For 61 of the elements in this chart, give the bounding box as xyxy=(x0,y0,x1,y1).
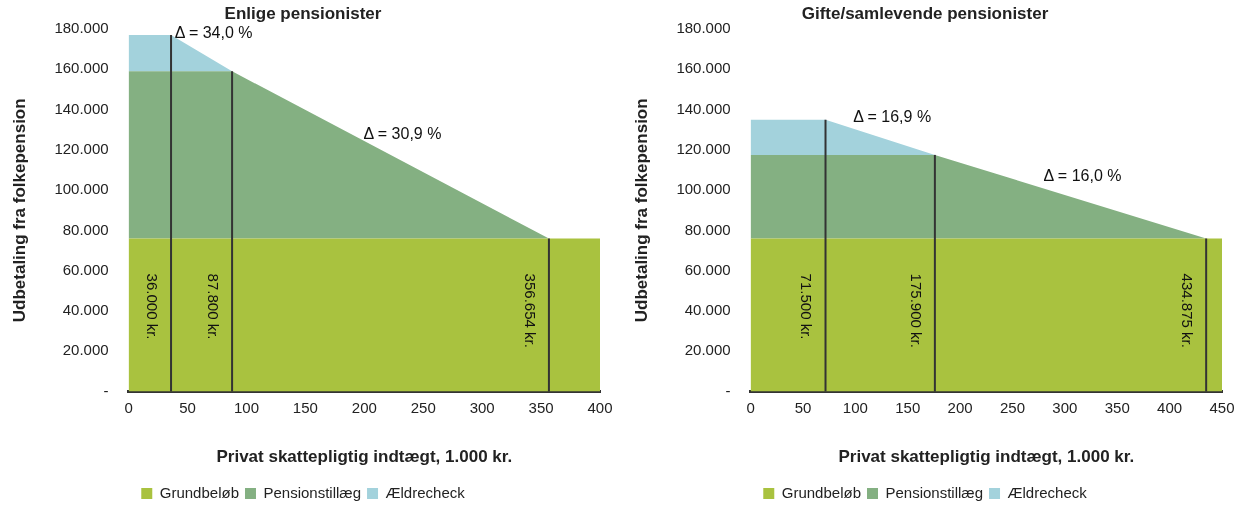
legend-label: Pensionstillæg xyxy=(263,483,362,501)
x-tick-label: 100 xyxy=(233,398,259,416)
x-tick-label: 0 xyxy=(746,398,755,416)
x-axis-title: Privat skattepligtig indtægt, 1.000 kr. xyxy=(838,447,1135,467)
ref-line-label: 434.875 kr. xyxy=(1179,273,1197,348)
x-tick-label: 400 xyxy=(587,398,613,416)
x-tick-label: 100 xyxy=(842,398,868,416)
y-tick-label: 80.000 xyxy=(62,220,109,238)
chart-title: Gifte/samlevende pensionister xyxy=(801,4,1049,24)
ref-line-label: 87.800 kr. xyxy=(204,273,222,340)
annotation: Δ = 34,0 % xyxy=(174,23,253,41)
legend-label: Pensionstillæg xyxy=(885,483,984,501)
y-tick-label: 140.000 xyxy=(676,99,731,117)
y-tick-label: 180.000 xyxy=(676,19,731,37)
ref-line-label: 175.900 kr. xyxy=(907,273,925,348)
x-tick-label: 350 xyxy=(528,398,554,416)
x-tick-label: 400 xyxy=(1157,398,1183,416)
x-tick-label: 0 xyxy=(124,398,133,416)
y-tick-label: 60.000 xyxy=(684,260,731,278)
x-tick-label: 300 xyxy=(469,398,495,416)
y-tick-label: 80.000 xyxy=(684,220,731,238)
y-axis-title: Udbetaling fra folkepension xyxy=(9,98,29,323)
x-tick-label: 200 xyxy=(351,398,377,416)
x-tick-label: 450 xyxy=(1209,398,1235,416)
x-tick-label: 50 xyxy=(179,398,196,416)
y-tick-label: 120.000 xyxy=(54,140,109,158)
legend-label: Ældrecheck xyxy=(1007,483,1088,501)
y-tick-label: - xyxy=(725,381,731,399)
x-tick-label: 50 xyxy=(794,398,812,416)
y-tick-label: 100.000 xyxy=(676,180,731,198)
ref-line-label: 356.654 kr. xyxy=(521,273,539,348)
x-tick-label: 200 xyxy=(947,398,973,416)
y-tick-label: 40.000 xyxy=(684,301,731,319)
y-tick-label: 40.000 xyxy=(62,301,109,319)
ref-line-label: 71.500 kr. xyxy=(798,273,816,340)
x-tick-label: 350 xyxy=(1104,398,1130,416)
legend-label: Ældrecheck xyxy=(385,483,466,501)
x-axis-title: Privat skattepligtig indtægt, 1.000 kr. xyxy=(216,447,513,467)
x-tick-label: 150 xyxy=(292,398,318,416)
x-tick-label: 150 xyxy=(895,398,921,416)
x-tick-label: 250 xyxy=(999,398,1026,416)
legend-label: Grundbeløb xyxy=(781,483,861,501)
y-axis-title: Udbetaling fra folkepension xyxy=(631,98,651,323)
x-tick-label: 300 xyxy=(1052,398,1078,416)
y-tick-label: 20.000 xyxy=(684,341,731,359)
y-tick-label: 140.000 xyxy=(54,99,109,117)
legend-label: Grundbeløb xyxy=(159,483,239,501)
y-tick-label: 180.000 xyxy=(54,19,109,37)
annotation: Δ = 16,9 % xyxy=(853,107,932,125)
ref-line-label: 36.000 kr. xyxy=(143,273,161,340)
chart-title: Enlige pensionister xyxy=(224,4,382,24)
annotation: Δ = 30,9 % xyxy=(363,125,442,143)
annotation: Δ = 16,0 % xyxy=(1043,167,1122,185)
y-tick-label: 100.000 xyxy=(54,180,109,198)
y-tick-label: 160.000 xyxy=(676,59,731,77)
y-tick-label: 20.000 xyxy=(62,341,109,359)
y-tick-label: 60.000 xyxy=(62,260,109,278)
y-tick-label: 160.000 xyxy=(54,59,109,77)
y-tick-label: - xyxy=(103,381,109,399)
y-tick-label: 120.000 xyxy=(676,140,731,158)
x-tick-label: 250 xyxy=(410,398,436,416)
